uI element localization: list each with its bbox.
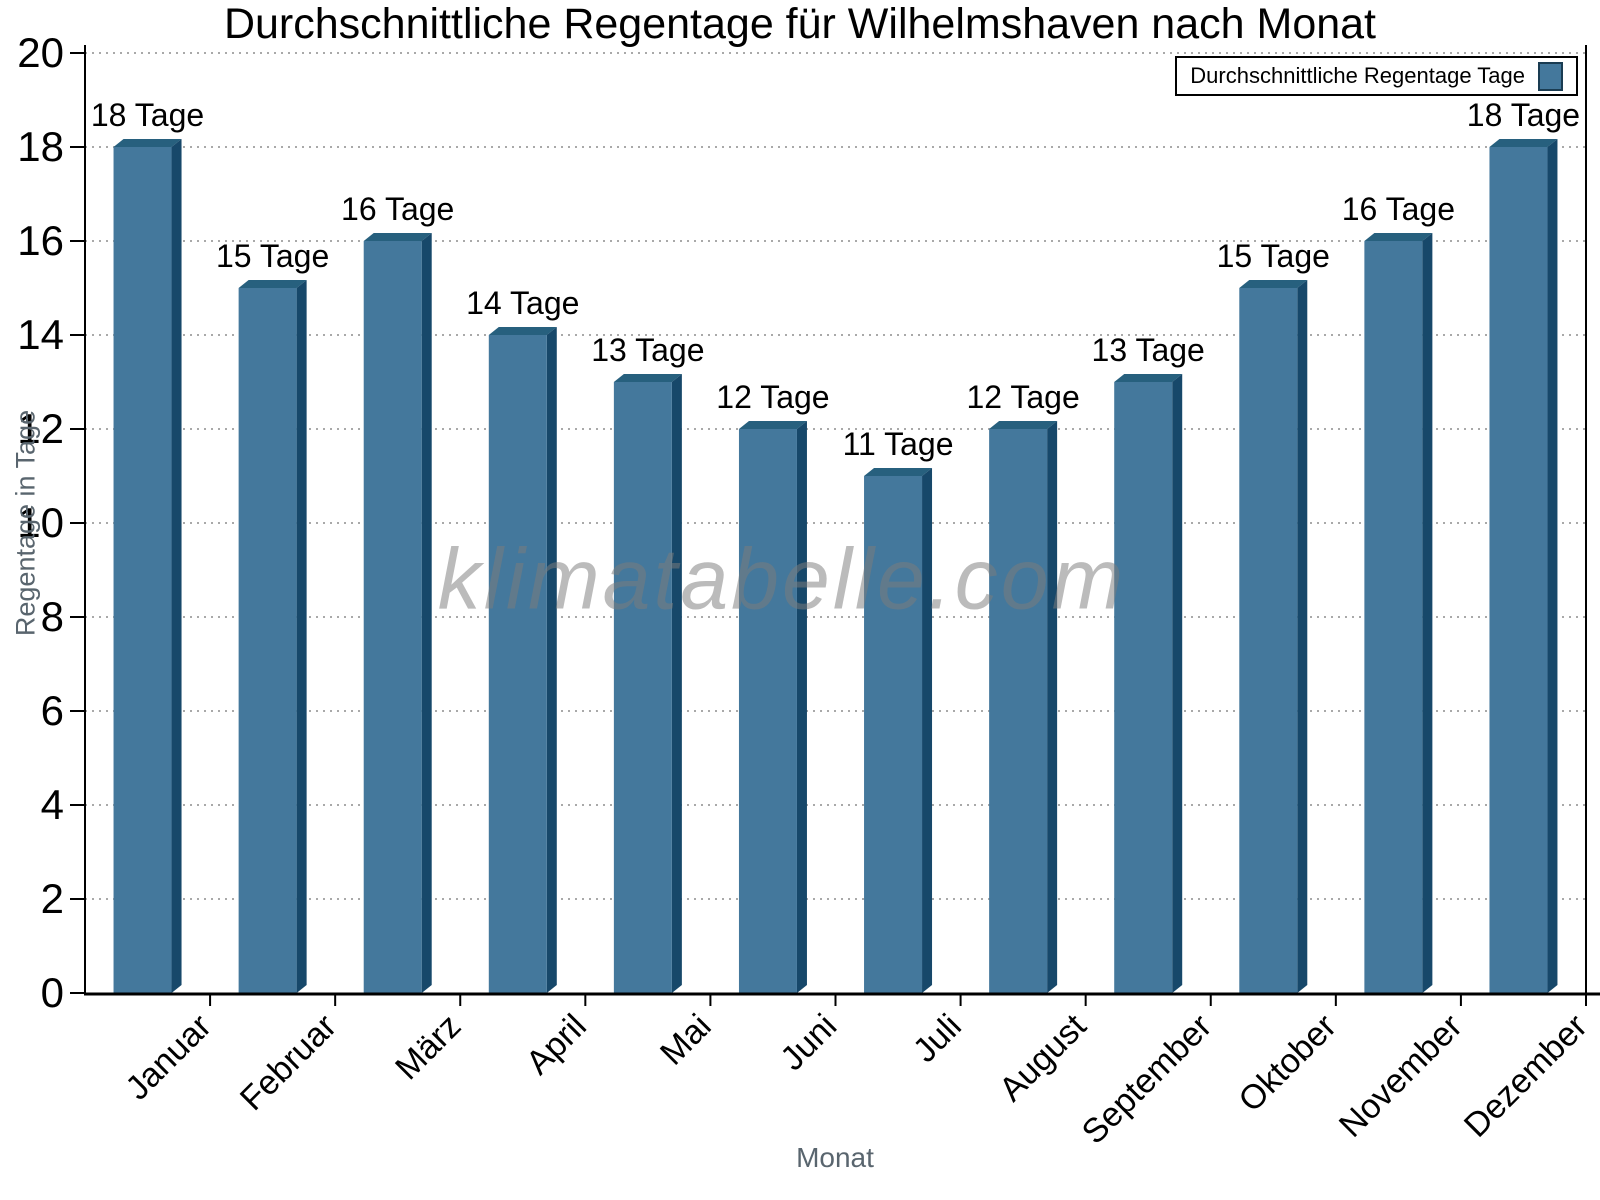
bar-dezember-top-face xyxy=(1489,139,1558,147)
x-axis-title: Monat xyxy=(796,1142,874,1173)
bar-juli-side-face xyxy=(922,468,933,993)
bar-april xyxy=(488,335,547,993)
bar-oktober xyxy=(1239,288,1298,993)
bar-august-top-face xyxy=(989,421,1058,429)
bar-april-side-face xyxy=(546,327,557,993)
bar-mai xyxy=(613,382,672,993)
bar-september xyxy=(1114,382,1173,993)
bar-november-top-face xyxy=(1364,233,1433,241)
bar-november-side-face xyxy=(1422,233,1433,993)
bar-januar xyxy=(113,147,172,993)
legend-swatch xyxy=(1538,61,1563,91)
bar-november xyxy=(1364,241,1423,993)
bar-februar-side-face xyxy=(296,280,307,993)
legend-label: Durchschnittliche Regentage Tage xyxy=(1190,63,1525,88)
bar-august-side-face xyxy=(1047,421,1058,993)
bar-januar-side-face xyxy=(171,139,182,993)
bar-august xyxy=(989,429,1048,993)
bar-marz-side-face xyxy=(421,233,432,993)
legend: Durchschnittliche Regentage Tage xyxy=(1175,56,1578,96)
bar-mai-side-face xyxy=(671,374,682,993)
bar-oktober-top-face xyxy=(1239,280,1308,288)
bar-juni-top-face xyxy=(738,421,807,429)
bar-april-top-face xyxy=(488,327,557,335)
bar-september-side-face xyxy=(1172,374,1183,993)
bar-juni-side-face xyxy=(796,421,807,993)
bar-marz xyxy=(363,241,422,993)
bar-dezember-side-face xyxy=(1547,139,1558,993)
bar-juli-top-face xyxy=(864,468,933,476)
bar-februar xyxy=(238,288,297,993)
chart-title: Durchschnittliche Regentage für Wilhelms… xyxy=(223,0,1377,48)
bar-marz-top-face xyxy=(363,233,432,241)
bar-september-top-face xyxy=(1114,374,1183,382)
bar-dezember xyxy=(1489,147,1548,993)
bar-februar-top-face xyxy=(238,280,307,288)
bar-mai-top-face xyxy=(613,374,682,382)
bar-oktober-side-face xyxy=(1297,280,1308,993)
bar-juni xyxy=(738,429,797,993)
bar-juli xyxy=(864,476,923,993)
bar-januar-top-face xyxy=(113,139,182,147)
y-axis-title: Regentage in Tage xyxy=(10,409,41,637)
